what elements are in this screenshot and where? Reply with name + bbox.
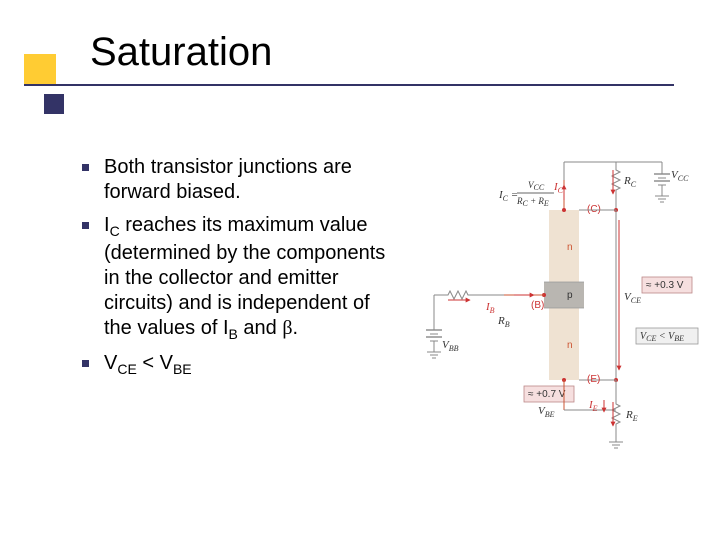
ic-ann-plus: + (528, 196, 539, 206)
ground-emitter (609, 442, 623, 448)
svg-text:RB: RB (497, 315, 510, 329)
svg-text:VCC: VCC (671, 169, 689, 183)
p-region (544, 282, 584, 308)
e-label: (E) (587, 374, 600, 385)
n-region-bot (549, 308, 579, 380)
ineq-ce: CE (646, 334, 656, 343)
ic-ann-vcc-sub: CC (534, 183, 545, 192)
b2-b: B (229, 326, 238, 342)
rb-b: B (505, 320, 510, 329)
b2-and: and (238, 317, 282, 339)
p-label: p (567, 290, 573, 301)
ie-e: E (592, 404, 598, 413)
b2-end: . (293, 317, 299, 339)
ineq-be: BE (674, 334, 684, 343)
n-label-top: n (567, 242, 573, 253)
vbe-val: ≈ +0.7 V (528, 389, 566, 400)
bullet-3: VCE < VBE (76, 351, 386, 379)
ground-vbb (427, 352, 441, 358)
svg-text:VBE: VBE (538, 405, 555, 419)
b3-lt: < V (137, 352, 173, 374)
b2-c: C (110, 223, 120, 239)
ineq-lt: < (656, 331, 668, 342)
bullet-list: Both transistor junctions are forward bi… (76, 155, 386, 379)
title-accent-yellow (24, 54, 56, 86)
svg-text:RC: RC (623, 175, 637, 189)
b3-be: BE (173, 361, 192, 377)
page-title: Saturation (90, 30, 272, 75)
ic-ann-res: E (543, 199, 549, 208)
b3-v1: V (104, 352, 117, 374)
circuit-diagram: n p n IC (C) IC = VCC RC + RE RC VCC VCE (404, 150, 704, 470)
ic-c: C (558, 186, 564, 195)
svg-text:RC + RE: RC + RE (516, 196, 549, 208)
n-label-bot: n (567, 340, 573, 351)
svg-text:VCE: VCE (624, 291, 641, 305)
svg-text:VCC: VCC (528, 180, 545, 192)
title-accent-dark (44, 94, 64, 114)
svg-text:VBB: VBB (442, 339, 459, 353)
vce-ce: CE (631, 296, 641, 305)
vcc-cc: CC (678, 174, 689, 183)
svg-text:IE: IE (588, 399, 598, 413)
rc-c: C (631, 180, 637, 189)
body-text: Both transistor junctions are forward bi… (76, 155, 386, 387)
svg-text:RE: RE (625, 409, 638, 423)
n-region-top (549, 210, 579, 282)
bullet-1: Both transistor junctions are forward bi… (76, 155, 386, 205)
vbe-be: BE (545, 410, 555, 419)
ib-b: B (490, 306, 495, 315)
vbb-bb: BB (449, 344, 459, 353)
b3-ce: CE (117, 361, 136, 377)
svg-text:IC: IC (553, 181, 564, 195)
ground-vcc (655, 196, 669, 202)
bullet-1-text: Both transistor junctions are forward bi… (104, 156, 352, 203)
b2-beta: β (282, 317, 292, 339)
title-rule (24, 84, 674, 86)
bullet-2: IC reaches its maximum value (determined… (76, 213, 386, 343)
svg-text:IB: IB (485, 301, 495, 315)
re-e: E (632, 414, 638, 423)
svg-text:IC =: IC = (498, 189, 518, 203)
b-label: (B) (531, 300, 544, 311)
vce-val: ≈ +0.3 V (646, 280, 684, 291)
